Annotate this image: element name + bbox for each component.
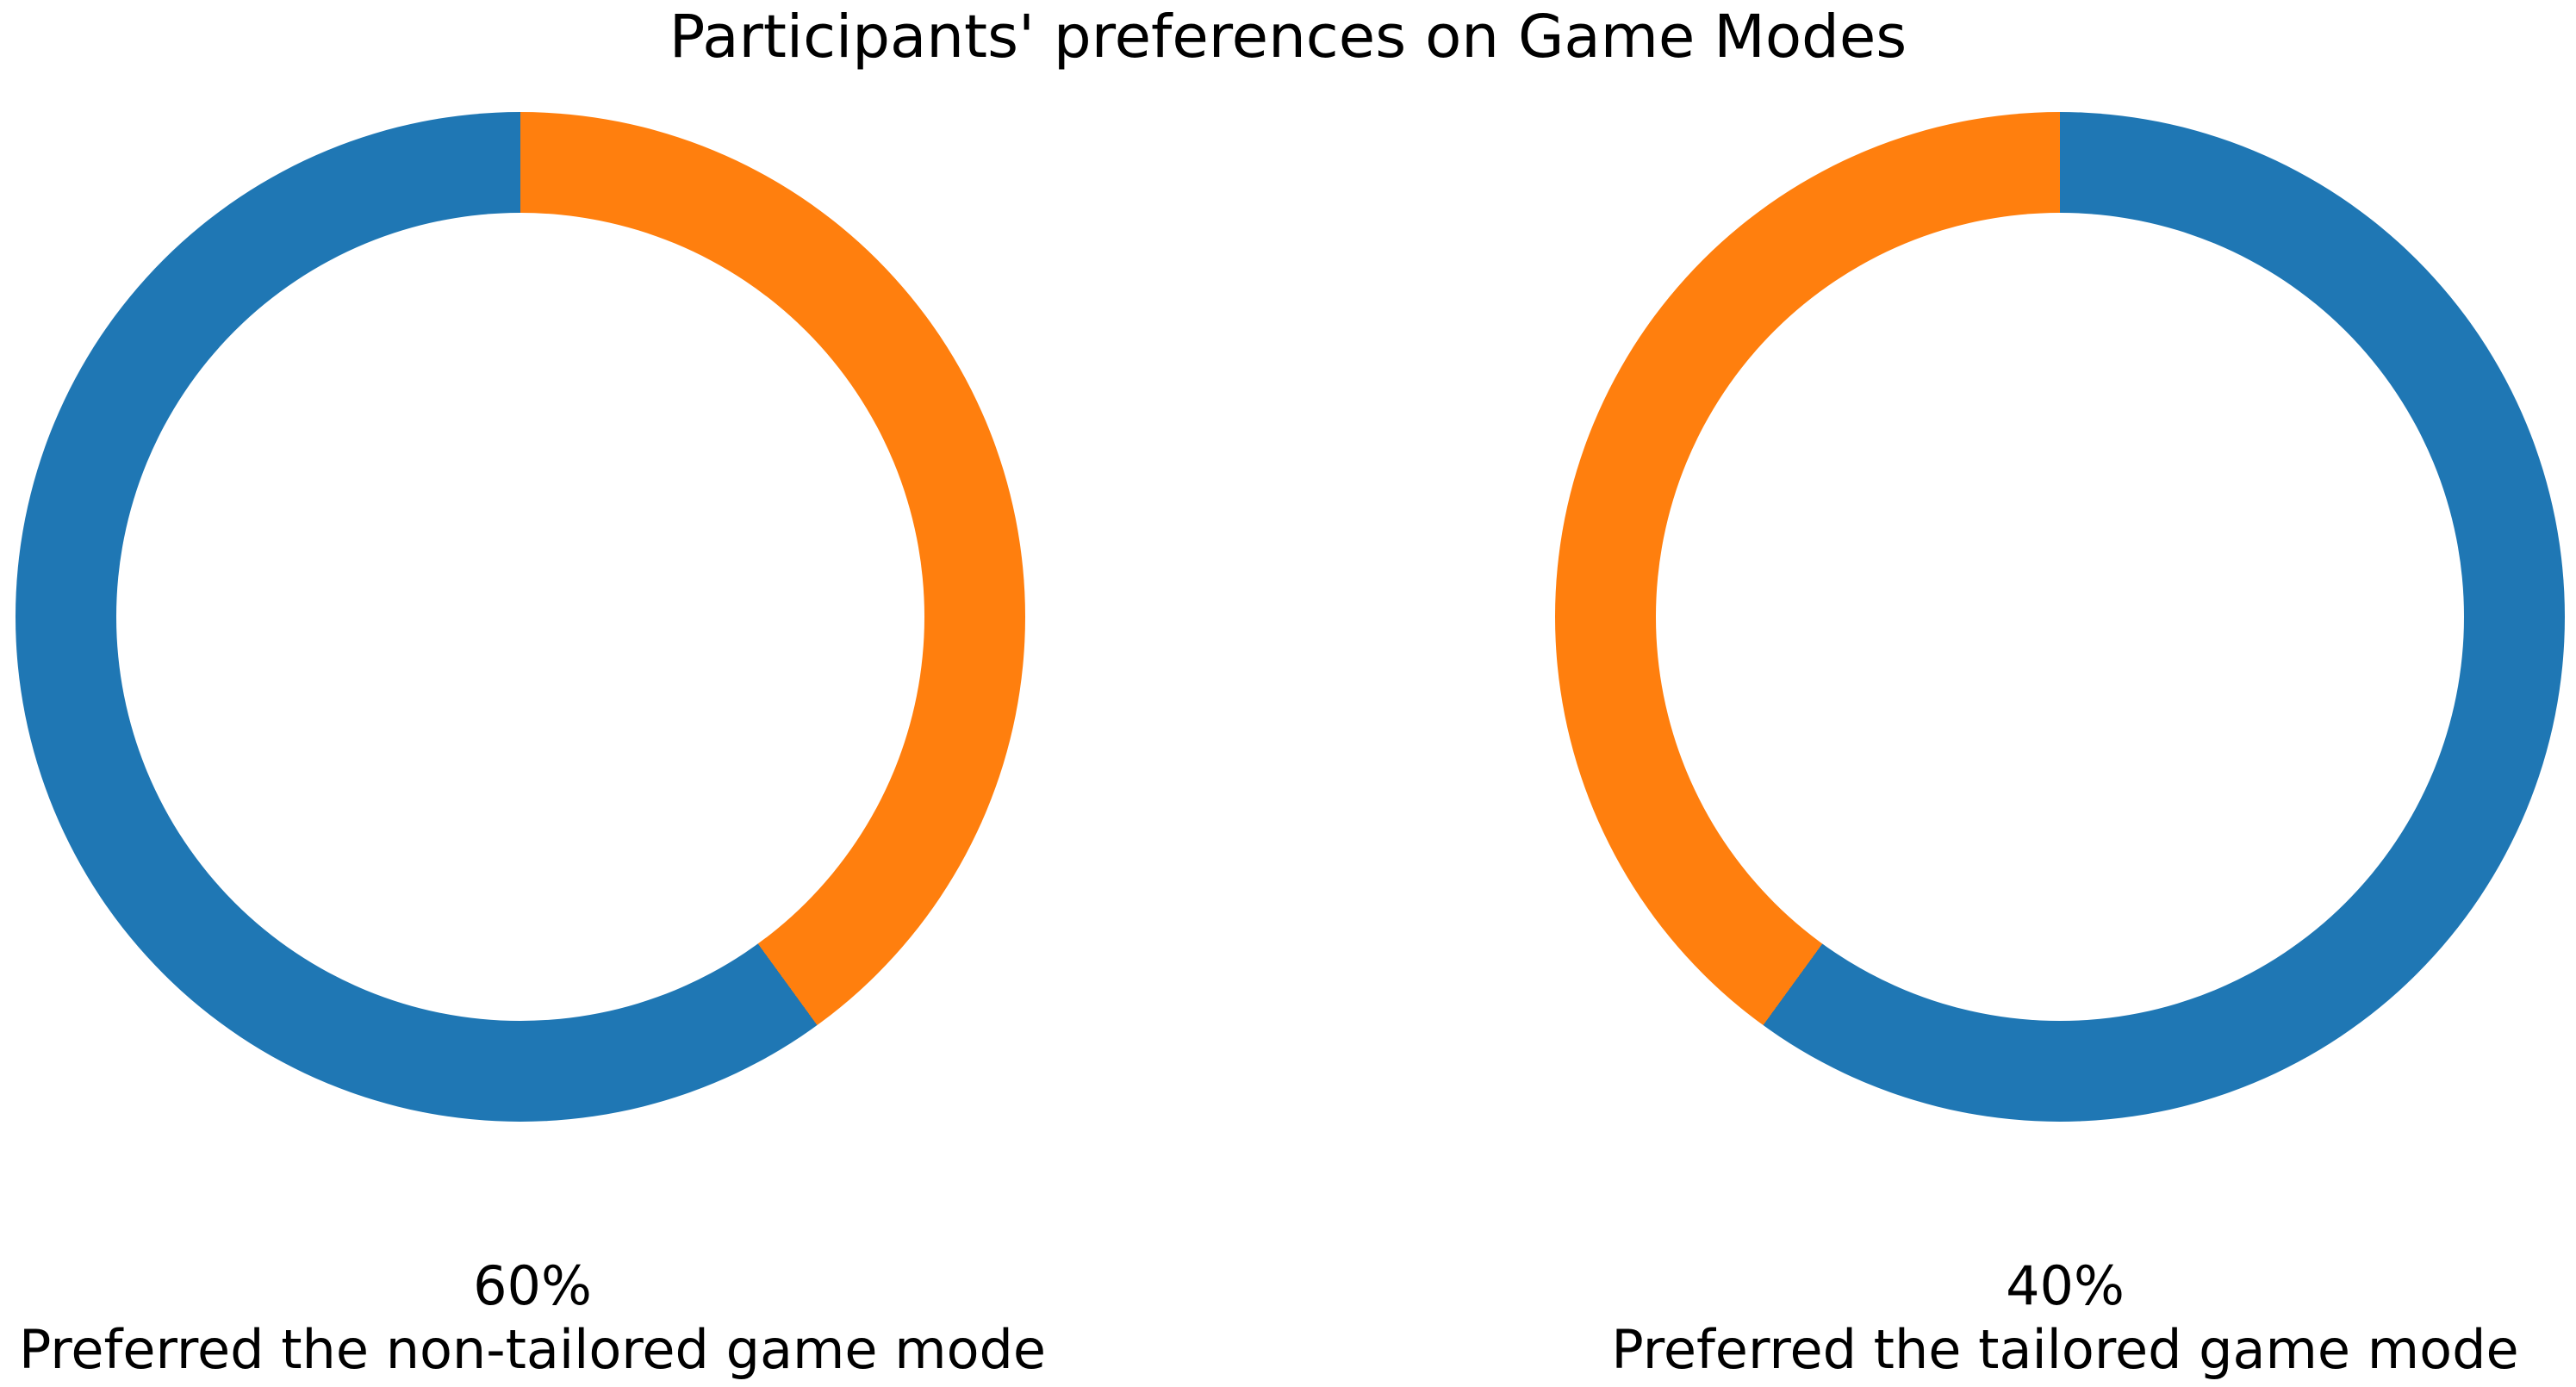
chart-title: Participants' preferences on Game Modes bbox=[669, 3, 1907, 72]
caption-label: Preferred the non-tailored game mode bbox=[18, 1318, 1047, 1382]
caption-label: Preferred the tailored game mode bbox=[1611, 1318, 2519, 1382]
donut-hole bbox=[116, 213, 924, 1021]
percent-label: 60% bbox=[473, 1254, 592, 1317]
label-tailored: 40% Preferred the tailored game mode bbox=[1462, 1254, 2576, 1383]
donut-chart-non-tailored bbox=[16, 112, 1025, 1122]
donut-hole bbox=[1656, 213, 2464, 1021]
donut-chart-tailored bbox=[1555, 112, 2565, 1122]
percent-label: 40% bbox=[2006, 1254, 2125, 1317]
label-non-tailored: 60% Preferred the non-tailored game mode bbox=[0, 1254, 1136, 1383]
